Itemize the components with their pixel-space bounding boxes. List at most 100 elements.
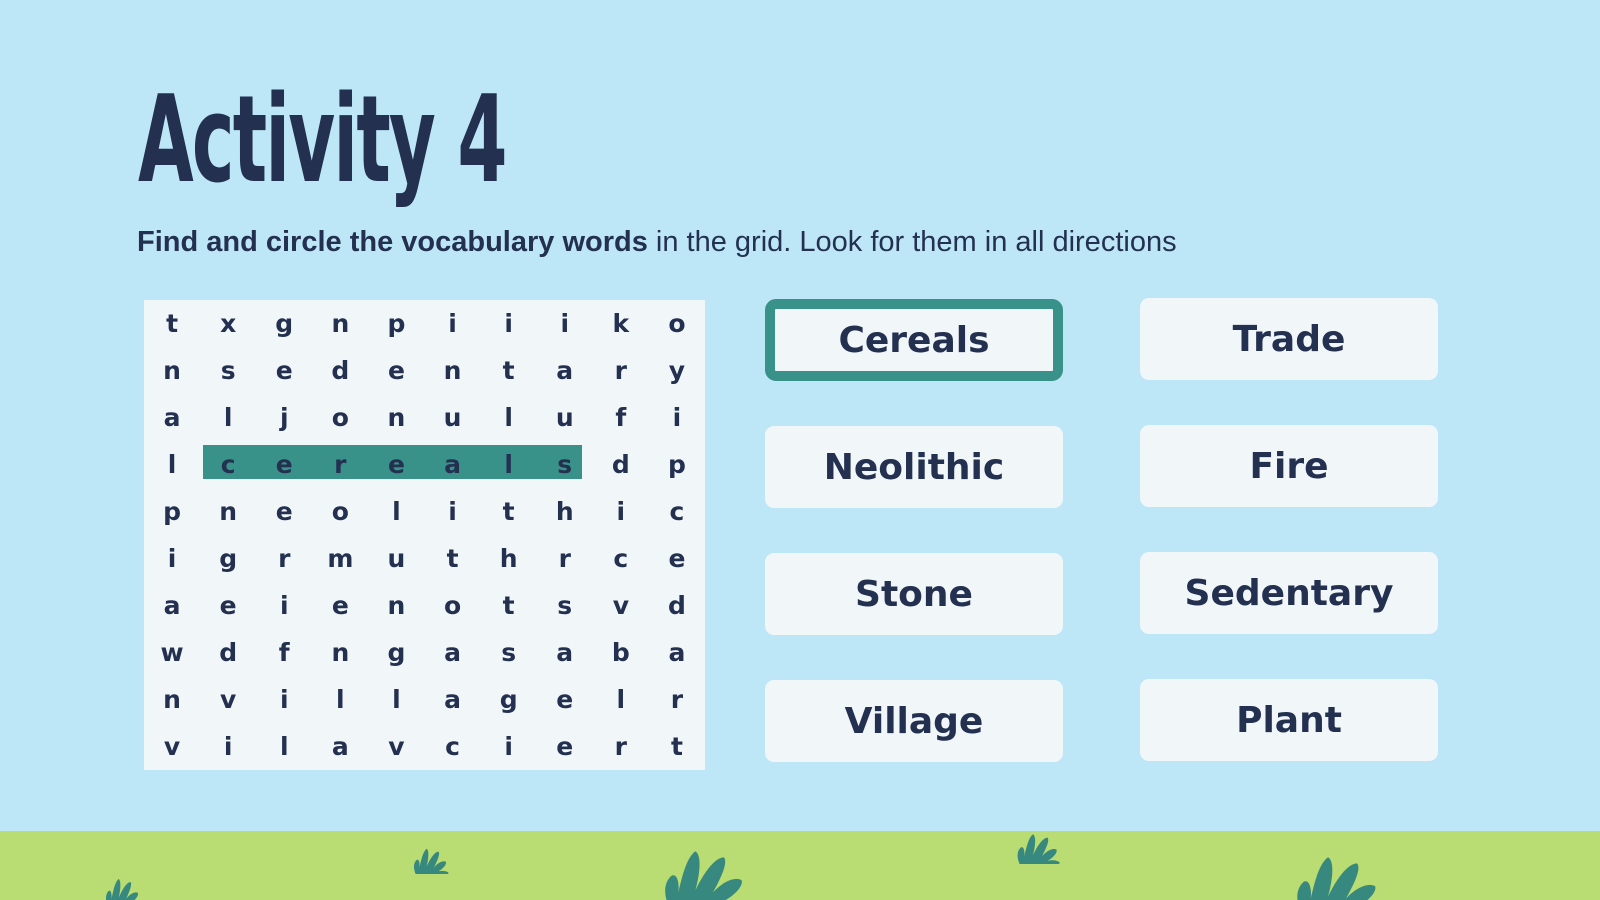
grid-cell[interactable]: t <box>446 544 459 573</box>
grid-cell[interactable]: g <box>275 309 294 338</box>
grid-cell[interactable]: f <box>615 403 627 432</box>
grid-cell[interactable]: i <box>504 309 513 338</box>
grid-cell[interactable]: p <box>667 450 686 479</box>
grid-cell[interactable]: u <box>443 403 462 432</box>
grid-cell[interactable]: v <box>388 732 405 761</box>
grid-cell[interactable]: c <box>220 450 236 479</box>
grid-cell[interactable]: e <box>387 356 405 385</box>
grid-cell[interactable]: v <box>219 685 237 714</box>
grid-cell[interactable]: p <box>163 497 181 526</box>
grid-cell[interactable]: l <box>223 403 233 432</box>
grid-cell[interactable]: g <box>219 544 238 573</box>
grid-cell[interactable]: n <box>443 356 462 385</box>
grid-cell[interactable]: n <box>387 403 406 432</box>
grid-cell[interactable]: h <box>499 544 518 573</box>
grid-cell[interactable]: e <box>219 591 237 620</box>
grid-cell[interactable]: o <box>331 403 349 432</box>
word-button-sedentary[interactable]: Sedentary <box>1140 552 1438 634</box>
grid-cell[interactable]: i <box>223 732 233 761</box>
grid-cell[interactable]: t <box>502 356 515 385</box>
grid-cell[interactable]: t <box>502 497 515 526</box>
grid-cell[interactable]: a <box>444 685 461 714</box>
word-button-plant[interactable]: Plant <box>1140 679 1438 761</box>
grid-cell[interactable]: r <box>670 685 684 714</box>
grid-cell[interactable]: i <box>279 591 289 620</box>
grid-cell[interactable]: l <box>392 497 401 526</box>
grid-cell[interactable]: n <box>387 591 406 620</box>
grid-cell[interactable]: o <box>668 309 686 338</box>
grid-cell[interactable]: t <box>166 309 179 338</box>
grid-cell[interactable]: n <box>331 638 350 667</box>
grid-cell[interactable]: u <box>387 544 406 573</box>
grid-cell[interactable]: f <box>278 638 290 667</box>
grid-cell[interactable]: s <box>557 450 573 479</box>
grid-cell[interactable]: v <box>163 732 181 761</box>
grid-cell[interactable]: e <box>275 497 293 526</box>
grid-cell[interactable]: i <box>560 309 570 338</box>
grid-cell[interactable]: a <box>668 638 686 667</box>
grid-cell[interactable]: d <box>611 450 630 479</box>
word-button-fire[interactable]: Fire <box>1140 425 1438 507</box>
grid-cell[interactable]: e <box>331 591 349 620</box>
grid-cell[interactable]: l <box>279 732 289 761</box>
grid-cell[interactable]: c <box>613 544 629 573</box>
grid-cell[interactable]: i <box>448 497 457 526</box>
grid-cell[interactable]: s <box>501 638 517 667</box>
grid-cell[interactable]: a <box>444 450 461 479</box>
word-button-cereals[interactable]: Cereals <box>765 299 1063 381</box>
word-button-trade[interactable]: Trade <box>1140 298 1438 380</box>
grid-cell[interactable]: i <box>504 732 513 761</box>
grid-cell[interactable]: g <box>387 638 406 667</box>
grid-cell[interactable]: v <box>612 591 629 620</box>
grid-cell[interactable]: a <box>556 356 574 385</box>
grid-cell[interactable]: n <box>163 685 181 714</box>
grid-cell[interactable]: i <box>167 544 177 573</box>
grid-cell[interactable]: o <box>443 591 462 620</box>
grid-cell[interactable]: t <box>502 591 515 620</box>
grid-cell[interactable]: m <box>327 544 354 573</box>
grid-cell[interactable]: u <box>555 403 574 432</box>
grid-cell[interactable]: p <box>387 309 406 338</box>
grid-cell[interactable]: a <box>556 638 574 667</box>
grid-cell[interactable]: n <box>219 497 238 526</box>
grid-cell[interactable]: o <box>331 497 349 526</box>
grid-cell[interactable]: w <box>160 638 184 667</box>
grid-cell[interactable]: n <box>163 356 181 385</box>
grid-cell[interactable]: n <box>331 309 350 338</box>
grid-cell[interactable]: l <box>504 403 513 432</box>
grid-cell[interactable]: i <box>616 497 626 526</box>
grid-cell[interactable]: j <box>279 403 289 432</box>
grid-cell[interactable]: l <box>336 685 345 714</box>
grid-cell[interactable]: t <box>670 732 683 761</box>
grid-cell[interactable]: c <box>669 497 685 526</box>
grid-cell[interactable]: r <box>558 544 571 573</box>
grid-cell[interactable]: d <box>219 638 238 667</box>
grid-cell[interactable]: b <box>611 638 630 667</box>
grid-cell[interactable]: l <box>504 450 513 479</box>
grid-cell[interactable]: s <box>557 591 573 620</box>
grid-cell[interactable]: x <box>220 309 237 338</box>
grid-cell[interactable]: a <box>163 591 181 620</box>
grid-cell[interactable]: l <box>167 450 177 479</box>
grid-cell[interactable]: a <box>331 732 349 761</box>
grid-cell[interactable]: d <box>331 356 350 385</box>
grid-cell[interactable]: i <box>448 309 457 338</box>
grid-cell[interactable]: h <box>555 497 574 526</box>
grid-cell[interactable]: a <box>444 638 461 667</box>
grid-cell[interactable]: l <box>616 685 626 714</box>
grid-cell[interactable]: g <box>499 685 518 714</box>
grid-cell[interactable]: y <box>668 356 686 385</box>
grid-cell[interactable]: k <box>612 309 630 338</box>
grid-cell[interactable]: i <box>279 685 289 714</box>
grid-cell[interactable]: r <box>614 732 628 761</box>
grid-cell[interactable]: r <box>278 544 291 573</box>
word-button-stone[interactable]: Stone <box>765 553 1063 635</box>
word-button-village[interactable]: Village <box>765 680 1063 762</box>
grid-cell[interactable]: c <box>445 732 460 761</box>
grid-cell[interactable]: e <box>275 450 293 479</box>
grid-cell[interactable]: e <box>668 544 686 573</box>
grid-cell[interactable]: r <box>614 356 628 385</box>
grid-cell[interactable]: e <box>387 450 405 479</box>
grid-cell[interactable]: d <box>667 591 686 620</box>
word-button-neolithic[interactable]: Neolithic <box>765 426 1063 508</box>
